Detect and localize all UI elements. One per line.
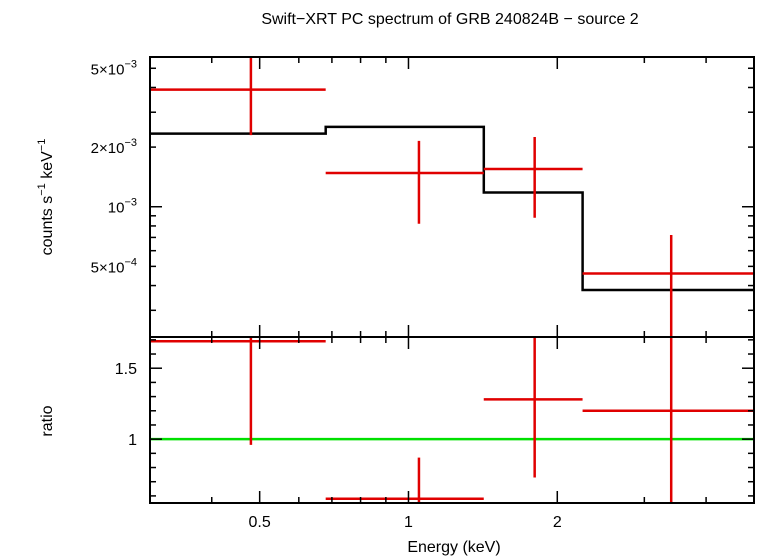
chart-title: Swift−XRT PC spectrum of GRB 240824B − s…	[261, 11, 638, 28]
spectrum-panel	[150, 57, 754, 337]
y-tick-label: 5×10−4	[91, 256, 137, 276]
x-tick-label: 0.5	[249, 514, 271, 531]
model-step-line	[150, 125, 754, 292]
y-axis-title-counts: counts s−1 keV−1	[36, 139, 56, 256]
y-tick-label: 1	[128, 432, 137, 449]
y-axis-labels: 5×10−3 2×10−3 10−3 5×10−4 1 1.5 counts s−1 keV…	[36, 58, 137, 449]
spectrum-frame	[149, 56, 755, 338]
ratio-panel	[150, 337, 754, 503]
x-tick-labels: 0.5 1 2	[249, 514, 562, 531]
y-tick-label: 1.5	[115, 361, 137, 378]
x-axis-title: Energy (keV)	[407, 539, 500, 556]
x-tick-label: 1	[404, 514, 413, 531]
x-tick-label: 2	[553, 514, 562, 531]
y-axis-title-ratio: ratio	[39, 405, 56, 436]
y-tick-label: 10−3	[108, 197, 137, 217]
y-tick-label: 5×10−3	[91, 58, 137, 78]
y-tick-label: 2×10−3	[91, 137, 137, 157]
ratio-frame	[149, 336, 755, 504]
panel-frames	[149, 56, 755, 504]
